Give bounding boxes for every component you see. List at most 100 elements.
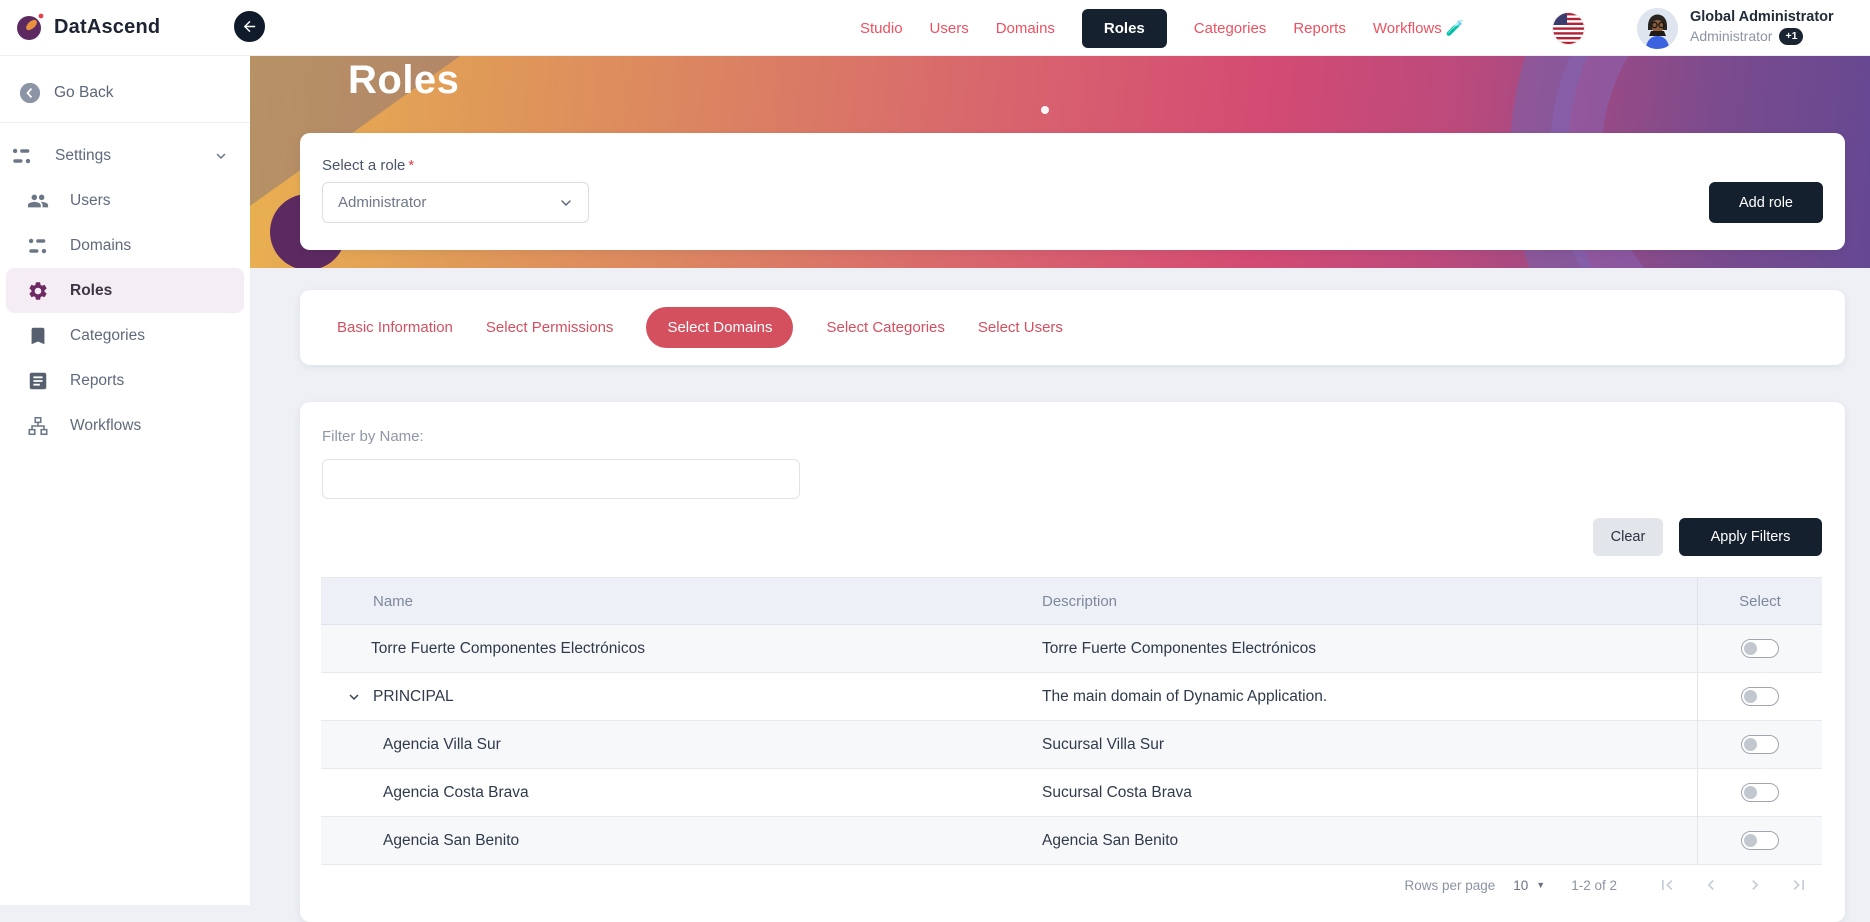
sidebar-reports-label: Reports — [70, 371, 125, 389]
column-header-select: Select — [1697, 578, 1822, 624]
column-header-name: Name — [373, 592, 414, 610]
domain-description: The main domain of Dynamic Application. — [1042, 687, 1328, 705]
pagination: Rows per page 10 ▼ 1-2 of 2 — [1404, 870, 1809, 900]
domain-description: Torre Fuerte Componentes Electrónicos — [1042, 639, 1316, 657]
tab-select-categories[interactable]: Select Categories — [826, 319, 945, 336]
domain-name: Agencia Costa Brava — [383, 783, 529, 801]
domain-name: Torre Fuerte Componentes Electrónicos — [371, 639, 645, 657]
page-title: Roles — [348, 58, 460, 102]
next-page-button[interactable] — [1745, 875, 1765, 895]
sidebar-item-roles[interactable]: Roles — [6, 268, 244, 313]
sidebar-roles-label: Roles — [70, 281, 113, 299]
sidebar-item-categories[interactable]: Categories — [6, 313, 244, 358]
sidebar-settings-label: Settings — [55, 146, 112, 164]
app-logo-icon — [15, 12, 45, 42]
app-title: DatAscend — [54, 15, 161, 38]
nav-reports[interactable]: Reports — [1293, 19, 1346, 37]
domain-description: Agencia San Benito — [1042, 831, 1179, 849]
apply-filters-button[interactable]: Apply Filters — [1679, 518, 1822, 556]
domain-select-toggle[interactable] — [1741, 831, 1779, 850]
nav-domains[interactable]: Domains — [995, 19, 1055, 37]
language-flag-us[interactable] — [1553, 13, 1584, 44]
domain-description: Sucursal Costa Brava — [1042, 783, 1192, 801]
first-page-button[interactable] — [1657, 875, 1677, 895]
table-row: Agencia Costa Brava Sucursal Costa Brava — [321, 769, 1822, 817]
chevron-down-icon[interactable] — [212, 147, 230, 165]
sidebar-item-users[interactable]: Users — [6, 178, 244, 223]
previous-page-button[interactable] — [1701, 875, 1721, 895]
table-row: PRINCIPAL The main domain of Dynamic App… — [321, 673, 1822, 721]
banner-dot-decoration — [1041, 106, 1049, 114]
filter-name-input[interactable] — [322, 459, 800, 499]
add-role-button[interactable]: Add role — [1709, 182, 1823, 223]
domains-panel: Filter by Name: Clear Apply Filters Name… — [300, 402, 1845, 922]
nav-users[interactable]: Users — [929, 19, 969, 37]
domain-description: Sucursal Villa Sur — [1042, 735, 1165, 753]
sidebar-workflows-label: Workflows — [70, 416, 142, 434]
brand: DatAscend — [15, 12, 160, 42]
pagination-range: 1-2 of 2 — [1571, 877, 1617, 893]
sitemap-icon — [27, 415, 49, 437]
select-role-label: Select a role * — [322, 157, 415, 174]
clear-button[interactable]: Clear — [1593, 518, 1663, 556]
nav-roles[interactable]: Roles — [1081, 8, 1167, 48]
nav-workflows[interactable]: Workflows 🧪 — [1372, 20, 1465, 37]
role-select-dropdown[interactable]: Administrator — [322, 182, 589, 223]
user-name: Global Administrator — [1690, 9, 1834, 25]
settings-group-icon — [11, 145, 33, 167]
arrow-left-icon — [241, 18, 258, 35]
role-select-value: Administrator — [338, 194, 427, 211]
domain-select-toggle[interactable] — [1741, 687, 1779, 706]
tab-select-domains[interactable]: Select Domains — [646, 307, 794, 348]
chevron-left-circle-icon — [19, 82, 41, 104]
table-row: Torre Fuerte Componentes Electrónicos To… — [321, 625, 1822, 673]
role-selector-card: Select a role * Administrator Add role — [300, 133, 1845, 250]
user-role: Administrator — [1690, 28, 1773, 45]
user-info[interactable]: Global Administrator Administrator +1 — [1690, 7, 1846, 45]
domain-select-toggle[interactable] — [1741, 783, 1779, 802]
filter-by-name-label: Filter by Name: — [322, 428, 424, 445]
top-header: DatAscend Studio Users Domains Roles Cat… — [0, 0, 1870, 56]
user-avatar[interactable] — [1637, 8, 1678, 49]
users-icon — [27, 190, 49, 212]
caret-down-icon: ▼ — [1536, 880, 1546, 890]
document-icon — [27, 370, 49, 392]
sidebar-categories-label: Categories — [70, 326, 145, 344]
expand-chevron-icon[interactable] — [345, 688, 363, 706]
test-tube-icon: 🧪 — [1445, 20, 1465, 37]
column-header-description: Description — [1042, 592, 1118, 610]
sidebar-item-reports[interactable]: Reports — [6, 358, 244, 403]
sidebar-item-settings[interactable]: Settings — [6, 133, 244, 178]
gear-icon — [27, 280, 49, 302]
sidebar-item-workflows[interactable]: Workflows — [6, 403, 244, 448]
nav-categories[interactable]: Categories — [1193, 19, 1267, 37]
go-back-label: Go Back — [54, 84, 114, 101]
tab-select-users[interactable]: Select Users — [977, 319, 1063, 336]
sidebar-item-domains[interactable]: Domains — [6, 223, 244, 268]
table-row: Agencia San Benito Agencia San Benito — [321, 817, 1822, 865]
role-tabs: Basic Information Select Permissions Sel… — [300, 290, 1845, 365]
sidebar-users-label: Users — [70, 191, 111, 209]
required-asterisk: * — [408, 157, 415, 174]
rows-per-page-label: Rows per page — [1404, 877, 1496, 893]
domains-icon — [27, 235, 49, 257]
divider — [0, 122, 250, 123]
sidebar: Go Back Settings Users Domains Roles Cat — [0, 56, 250, 905]
domain-name: Agencia Villa Sur — [383, 735, 501, 753]
domain-select-toggle[interactable] — [1741, 735, 1779, 754]
table-row: Agencia Villa Sur Sucursal Villa Sur — [321, 721, 1822, 769]
tab-basic-information[interactable]: Basic Information — [337, 319, 453, 336]
domains-table: Name Description Select Torre Fuerte Com… — [321, 577, 1822, 865]
collapse-sidebar-button[interactable] — [232, 9, 267, 44]
bookmark-icon — [27, 325, 49, 347]
role-count-badge: +1 — [1779, 28, 1804, 45]
nav-studio[interactable]: Studio — [860, 19, 903, 37]
domain-name: Agencia San Benito — [383, 831, 520, 849]
top-navigation: Studio Users Domains Roles Categories Re… — [860, 0, 1465, 56]
tab-select-permissions[interactable]: Select Permissions — [485, 319, 614, 336]
chevron-down-icon — [558, 195, 574, 211]
sidebar-go-back[interactable]: Go Back — [19, 75, 250, 111]
domain-select-toggle[interactable] — [1741, 639, 1779, 658]
last-page-button[interactable] — [1789, 875, 1809, 895]
rows-per-page-select[interactable]: 10 ▼ — [1513, 877, 1546, 893]
